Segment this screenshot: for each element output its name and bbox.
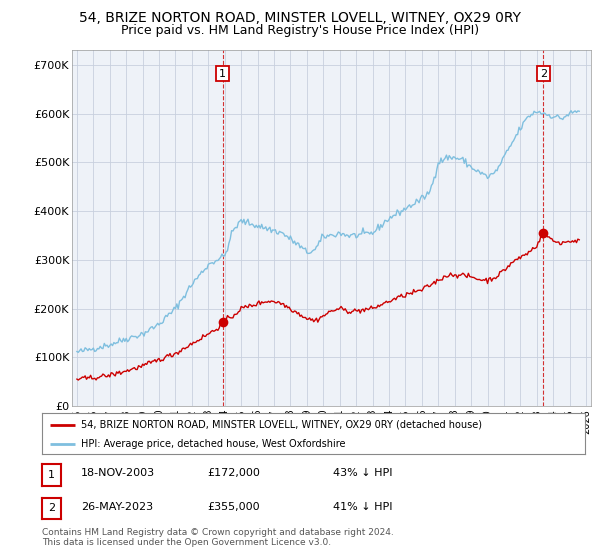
Text: 2: 2 [540, 68, 547, 78]
Text: 26-MAY-2023: 26-MAY-2023 [81, 502, 153, 512]
Text: 54, BRIZE NORTON ROAD, MINSTER LOVELL, WITNEY, OX29 0RY (detached house): 54, BRIZE NORTON ROAD, MINSTER LOVELL, W… [81, 419, 482, 430]
Text: £172,000: £172,000 [207, 468, 260, 478]
Text: Contains HM Land Registry data © Crown copyright and database right 2024.
This d: Contains HM Land Registry data © Crown c… [42, 528, 394, 547]
Text: 1: 1 [48, 470, 55, 480]
Text: Price paid vs. HM Land Registry's House Price Index (HPI): Price paid vs. HM Land Registry's House … [121, 24, 479, 36]
Text: 54, BRIZE NORTON ROAD, MINSTER LOVELL, WITNEY, OX29 0RY: 54, BRIZE NORTON ROAD, MINSTER LOVELL, W… [79, 11, 521, 25]
Text: HPI: Average price, detached house, West Oxfordshire: HPI: Average price, detached house, West… [81, 438, 346, 449]
Text: 43% ↓ HPI: 43% ↓ HPI [333, 468, 392, 478]
Text: 2: 2 [48, 503, 55, 514]
Text: 1: 1 [219, 68, 226, 78]
Text: 18-NOV-2003: 18-NOV-2003 [81, 468, 155, 478]
Text: £355,000: £355,000 [207, 502, 260, 512]
Text: 41% ↓ HPI: 41% ↓ HPI [333, 502, 392, 512]
